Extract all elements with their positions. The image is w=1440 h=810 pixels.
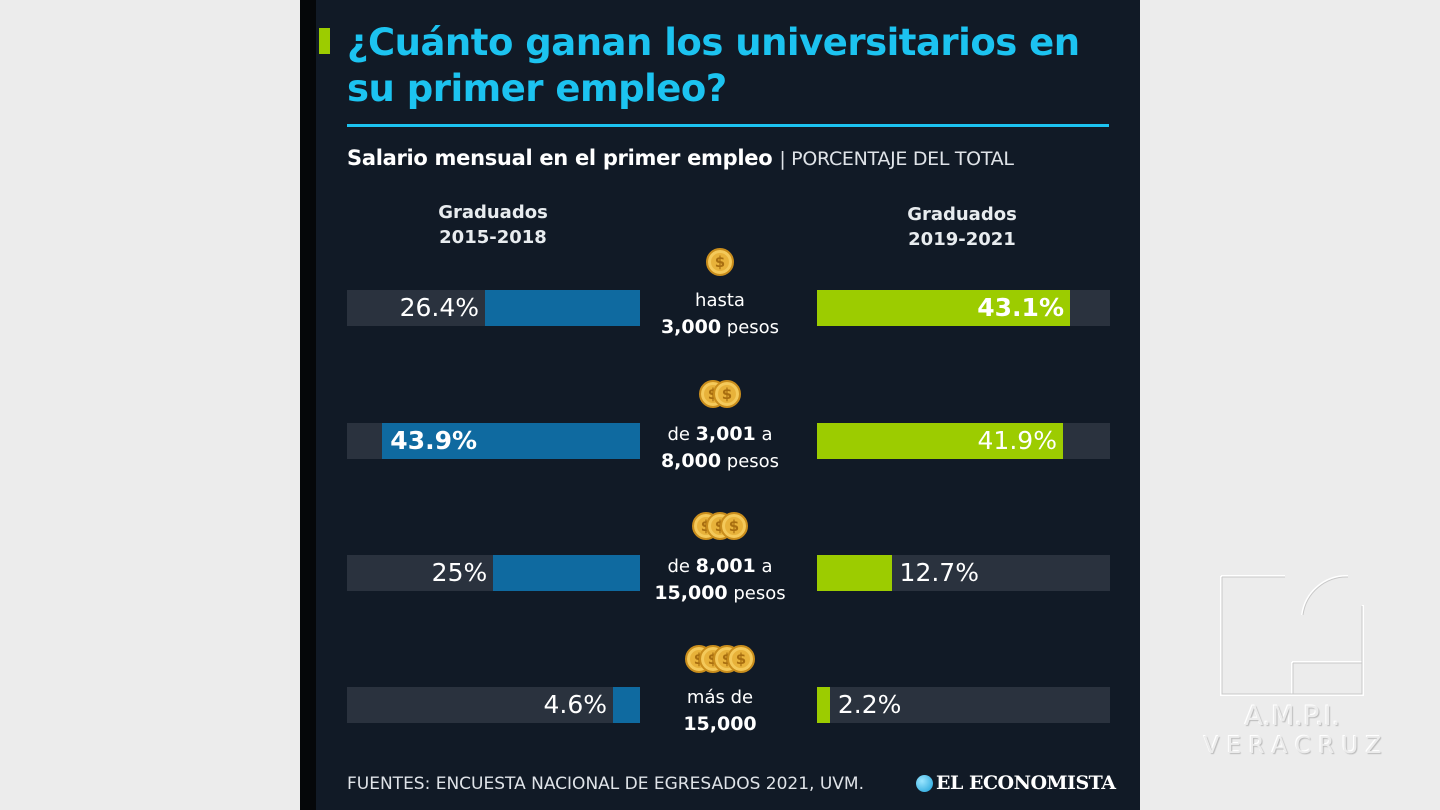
watermark: A.M.P.I. V E R A C R U Z (1185, 575, 1400, 765)
coin-icon: $ (706, 248, 734, 276)
watermark-line1: A.M.P.I. (1244, 701, 1341, 732)
data-label: 2.2% (837, 690, 902, 719)
title-accent (319, 28, 330, 54)
legend-right-line2: 2019-2021 (908, 229, 1016, 250)
infographic-card: ¿Cuánto ganan los universitarios en su p… (300, 0, 1140, 810)
category-from: 3,001 (695, 423, 756, 445)
bar-right (817, 555, 892, 591)
bar-track: 43.1% (817, 290, 1110, 326)
data-label: 4.6% (543, 690, 607, 719)
publisher-logo: EL ECONOMISTA (916, 772, 1116, 794)
data-label: 12.7% (899, 558, 979, 587)
category-mid: a (755, 556, 773, 577)
coins-icon: $$ (640, 380, 800, 412)
category-label: más de 15,000 (640, 685, 800, 738)
coin-icon: $ (727, 645, 755, 673)
category-label: de 8,001 a 15,000 pesos (640, 553, 800, 607)
bar-left (493, 555, 640, 591)
category-to: 15,000 (654, 582, 728, 604)
coin-icon: $ (720, 512, 748, 540)
category-amount: 15,000 (683, 713, 757, 735)
category-label: hasta 3,000 pesos (640, 288, 800, 341)
chart-title: ¿Cuánto ganan los universitarios en su p… (347, 21, 1080, 110)
bar-right (817, 423, 1063, 459)
bar-track: 25% (347, 555, 640, 591)
chart-subtitle: Salario mensual en el primer empleo | PO… (347, 146, 1014, 170)
coin-icon: $ (713, 380, 741, 408)
bar-track: 41.9% (817, 423, 1110, 459)
data-label: 25% (431, 558, 488, 587)
category-label: de 3,001 a 8,000 pesos (640, 421, 800, 475)
category-pre: de (667, 556, 696, 577)
data-label: 43.1% (977, 293, 1064, 322)
category-mid: a (755, 424, 773, 445)
bar-track: 2.2% (817, 687, 1110, 723)
watermark-logo-icon (1220, 575, 1364, 696)
coins-icon: $$$ (640, 512, 800, 544)
legend-left-line2: 2015-2018 (439, 227, 547, 248)
subtitle-unit: | PORCENTAJE DEL TOTAL (779, 148, 1014, 170)
legend-left-line1: Graduados (438, 202, 548, 223)
source-note: FUENTES: ENCUESTA NACIONAL DE EGRESADOS … (347, 774, 864, 794)
category-to: 8,000 (660, 450, 722, 472)
bar-track: 26.4% (347, 290, 640, 326)
bar-track: 4.6% (347, 687, 640, 723)
publisher-name: EL ECONOMISTA (936, 772, 1116, 794)
bar-left (382, 423, 640, 459)
bar-left (485, 290, 640, 326)
category-post: pesos (721, 317, 780, 338)
globe-icon (916, 774, 933, 792)
category-post: pesos (727, 583, 786, 604)
category-pre: más de (686, 687, 754, 708)
bar-right (817, 290, 1070, 326)
bar-track: 43.9% (347, 423, 640, 459)
legend-right-line1: Graduados (907, 204, 1017, 225)
data-label: 43.9% (390, 426, 478, 455)
data-label: 26.4% (399, 293, 480, 322)
legend-left: Graduados 2015-2018 (393, 200, 593, 250)
watermark-line2: V E R A C R U Z (1203, 733, 1382, 759)
legend-right: Graduados 2019-2021 (862, 202, 1062, 252)
coins-icon: $ (640, 248, 800, 280)
subtitle-bold: Salario mensual en el primer empleo (347, 146, 773, 170)
coins-icon: $$$$ (640, 645, 800, 677)
bar-track: 12.7% (817, 555, 1110, 591)
category-from: 8,001 (695, 555, 756, 577)
category-post: pesos (721, 451, 780, 472)
category-pre: de (667, 424, 696, 445)
category-pre: hasta (695, 290, 745, 311)
bar-left (613, 687, 640, 723)
data-label: 41.9% (977, 426, 1057, 455)
category-amount: 3,000 (660, 316, 722, 338)
bar-right (817, 687, 830, 723)
title-divider (347, 124, 1109, 127)
